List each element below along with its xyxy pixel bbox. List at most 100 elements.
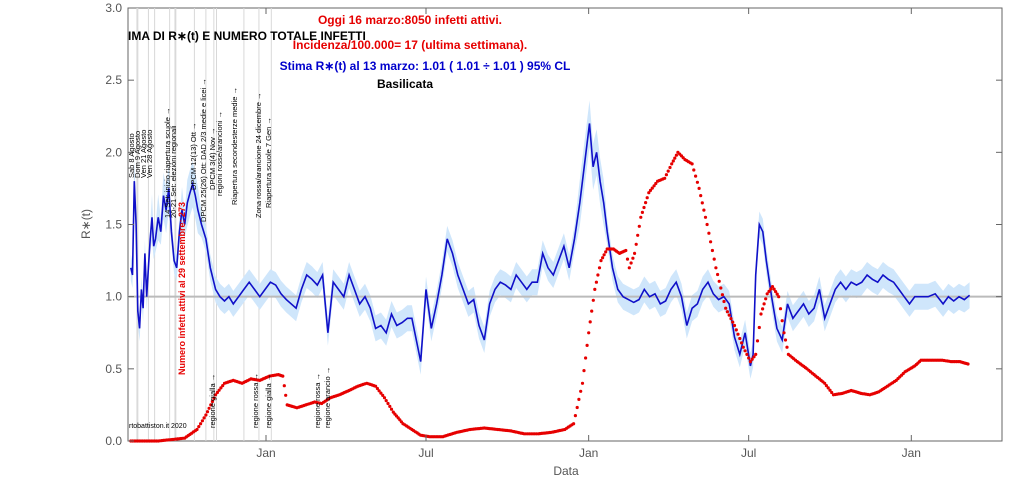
series-infected-point: [777, 295, 781, 299]
series-infected-point: [719, 286, 723, 290]
series-infected-point: [674, 153, 679, 157]
series-infected-point: [702, 208, 706, 212]
series-infected-point: [745, 352, 749, 356]
series-infected-point: [712, 257, 716, 261]
series-infected-point: [692, 168, 696, 172]
series-infected-point: [780, 319, 784, 323]
series-infected-point: [716, 272, 720, 277]
series-infected-point: [700, 201, 704, 205]
series-infected-point: [629, 261, 633, 265]
series-infected-point: [762, 302, 766, 306]
series-infected-point: [386, 401, 390, 406]
series-infected-point: [697, 186, 701, 190]
series-infected-point: [199, 422, 203, 426]
series-infected-point: [601, 256, 605, 260]
series-infected-point: [209, 403, 213, 407]
series-infected-point: [639, 215, 643, 219]
series-infected-point: [783, 338, 788, 342]
series-infected-point: [604, 250, 608, 254]
event-label: Ven 28 Agosto: [145, 130, 154, 178]
event-label: regione rossa →: [313, 373, 322, 428]
series-infected-point: [205, 410, 210, 414]
series-infected-point: [575, 405, 579, 410]
series-infected-point: [590, 309, 594, 313]
series-infected-point: [761, 307, 765, 311]
series-infected-point: [596, 273, 600, 277]
credit-label: rtobattiston.it 2020: [129, 423, 187, 430]
series-infected-point: [664, 173, 669, 177]
series-infected-point: [377, 389, 381, 393]
series-infected-point: [627, 266, 631, 270]
series-infected-point: [597, 266, 602, 270]
series-infected-point: [757, 325, 761, 330]
series-infected-point: [580, 381, 585, 385]
series-infected-point: [740, 341, 744, 345]
active-infected-annotation: Numero infetti attivi al 29 settembre: 2…: [177, 202, 187, 375]
series-infected-point: [200, 419, 204, 423]
series-infected-point: [631, 256, 635, 260]
event-label: Ven 21 Agosto: [139, 130, 148, 178]
series-infected-point: [722, 299, 726, 304]
series-infected-point: [707, 231, 711, 235]
series-infected-point: [738, 336, 742, 341]
event-label: Sab 8 Agosto: [127, 133, 136, 178]
series-infected-point: [573, 414, 578, 418]
series-infected-point: [215, 390, 219, 395]
series-infected-point: [710, 248, 715, 253]
series-infected-point: [284, 393, 288, 397]
series-infected-point: [765, 292, 769, 296]
series-infected-point: [640, 210, 645, 214]
x-tick-label: Jan: [579, 446, 598, 460]
series-infected-point: [770, 285, 775, 289]
series-infected-point: [645, 196, 649, 200]
event-label: DPCM 25(26) Ott: DAD 2/3 medie e licei →: [199, 78, 208, 222]
series-infected-point: [830, 390, 834, 395]
event-label: 20-21 Set: elezioni regionali: [169, 125, 178, 218]
series-infected-point: [588, 320, 592, 324]
event-label: regione gialla →: [264, 374, 273, 428]
series-infected-point: [703, 215, 708, 219]
series-infected-point: [375, 386, 379, 391]
series-infected-point: [668, 165, 672, 170]
series-infected-point: [577, 397, 581, 401]
y-axis-title: R∗(t): [79, 209, 93, 239]
series-infected-point: [666, 169, 670, 173]
series-infected-point: [591, 298, 595, 302]
series-infected-point: [389, 407, 394, 411]
event-lines: [136, 8, 272, 441]
series-infected-point: [637, 224, 641, 228]
series-infected-point: [585, 343, 589, 347]
series-infected-point: [599, 259, 603, 263]
chart-title-line4: Basilicata: [377, 77, 433, 91]
series-infected-point: [720, 293, 725, 297]
chart-title-line3: Stima R∗(t) al 13 marzo: 1.01 ( 1.01 ÷ 1…: [280, 59, 571, 73]
plot-area: [127, 7, 1003, 442]
series-infected-point: [210, 399, 214, 404]
x-axis-title: Data: [553, 464, 579, 478]
series-infected-point: [694, 174, 698, 178]
series-infected-point: [633, 251, 637, 255]
series-infected-point: [219, 386, 223, 390]
series-infected-point: [782, 331, 786, 335]
y-tick-label: 2.0: [105, 145, 122, 159]
series-infected-point: [736, 332, 740, 336]
series-infected-point: [593, 287, 597, 291]
series-infected-point: [221, 384, 225, 388]
series-infected-point: [671, 159, 675, 163]
series-infected-point: [379, 391, 383, 395]
event-label: 14 Set: inizio riapertura scuole →: [163, 108, 172, 218]
event-label: Dom 9 Agosto: [133, 131, 142, 178]
chart-title-line1: Oggi 16 marzo:8050 infetti attivi.: [318, 13, 502, 27]
series-infected-point: [747, 356, 751, 360]
series-infected-point: [670, 162, 674, 166]
y-tick-label: 1.0: [105, 290, 122, 304]
series-infected-point: [634, 242, 638, 246]
series-infected-point: [382, 396, 387, 400]
series-infected-point: [778, 307, 783, 311]
series-infected-point: [582, 369, 586, 373]
series-infected-point: [727, 313, 731, 317]
series-infected-point: [774, 290, 778, 294]
event-label: regione arancio →: [323, 367, 332, 428]
event-label: regioni rosse/arancioni →: [215, 111, 224, 196]
